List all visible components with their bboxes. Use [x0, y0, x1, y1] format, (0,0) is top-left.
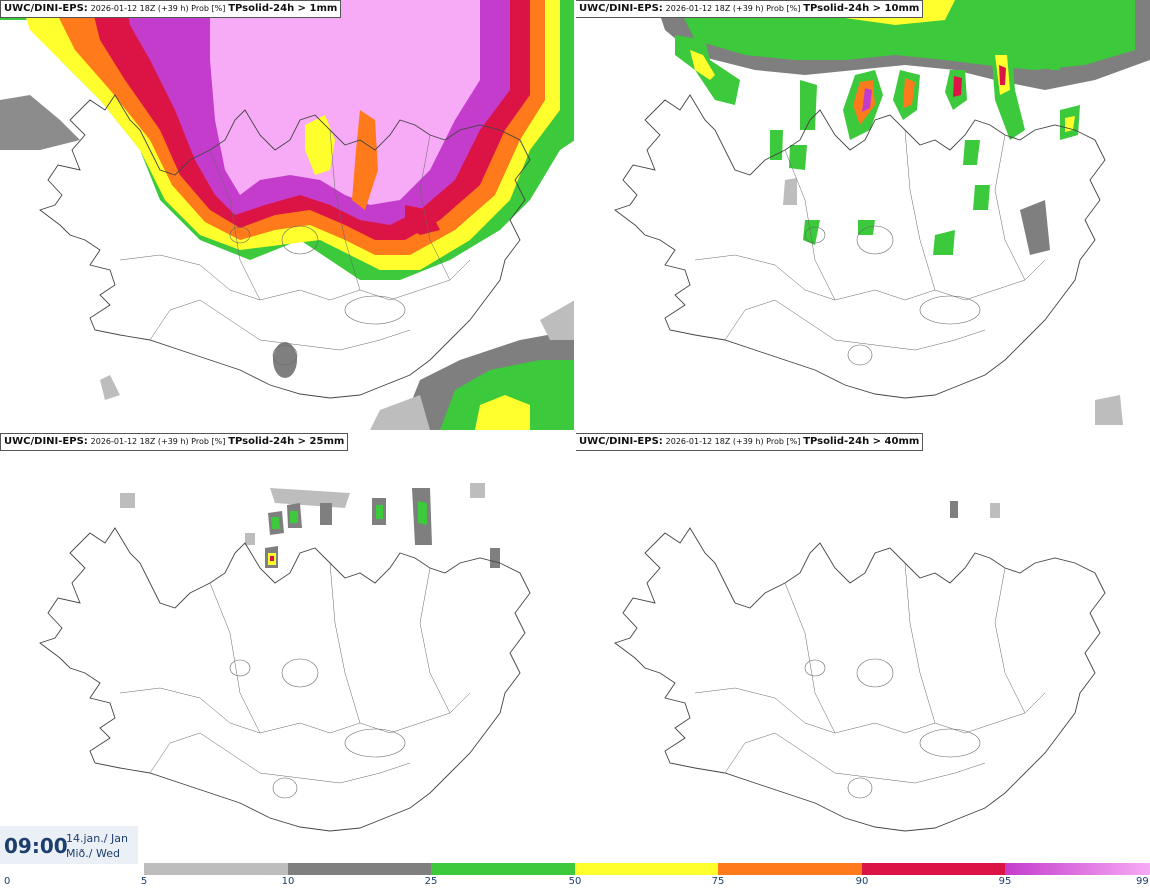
panel-divider [574, 0, 576, 862]
model-name: UWC/DINI-EPS: [4, 436, 88, 447]
legend-swatch-10-25 [288, 863, 431, 875]
run-info: 2026-01-12 18Z (+39 h) Prob [%] [90, 437, 226, 446]
variable-threshold: TPsolid-24h > 25mm [228, 436, 345, 447]
map-panel-10mm: UWC/DINI-EPS: 2026-01-12 18Z (+39 h) Pro… [575, 0, 1150, 430]
valid-date-line2: Mið./ Wed [66, 847, 120, 860]
run-info: 2026-01-12 18Z (+39 h) Prob [%] [90, 4, 226, 13]
legend-colorbar [144, 863, 1150, 875]
map-25mm [0, 433, 575, 863]
legend-swatch-5-10 [144, 863, 288, 875]
legend-tick: 75 [711, 876, 725, 887]
variable-threshold: TPsolid-24h > 40mm [803, 436, 920, 447]
legend-swatch-25-50 [431, 863, 575, 875]
panel-title: UWC/DINI-EPS: 2026-01-12 18Z (+39 h) Pro… [575, 433, 924, 451]
panel-title: UWC/DINI-EPS: 2026-01-12 18Z (+39 h) Pro… [0, 0, 342, 18]
variable-threshold: TPsolid-24h > 10mm [803, 3, 920, 14]
legend-swatch-95-99 [1005, 863, 1150, 875]
legend-tick: 95 [998, 876, 1012, 887]
panel-title: UWC/DINI-EPS: 2026-01-12 18Z (+39 h) Pro… [575, 0, 924, 18]
map-panel-25mm: UWC/DINI-EPS: 2026-01-12 18Z (+39 h) Pro… [0, 433, 575, 863]
variable-threshold: TPsolid-24h > 1mm [228, 3, 338, 14]
legend-tick: 99 [1136, 876, 1149, 887]
map-10mm [575, 0, 1150, 430]
model-name: UWC/DINI-EPS: [579, 3, 663, 14]
run-info: 2026-01-12 18Z (+39 h) Prob [%] [665, 4, 801, 13]
model-name: UWC/DINI-EPS: [4, 3, 88, 14]
panel-title: UWC/DINI-EPS: 2026-01-12 18Z (+39 h) Pro… [0, 433, 349, 451]
map-panel-40mm: UWC/DINI-EPS: 2026-01-12 18Z (+39 h) Pro… [575, 433, 1150, 863]
legend-swatch-75-90 [718, 863, 862, 875]
valid-date-line1: 14.jan./ Jan [66, 832, 128, 845]
map-40mm [575, 433, 1150, 863]
legend-swatch-90-95 [862, 863, 1005, 875]
valid-time-box: 09:00 14.jan./ Jan Mið./ Wed [0, 826, 138, 864]
map-1mm [0, 0, 575, 430]
model-name: UWC/DINI-EPS: [579, 436, 663, 447]
legend-tick: 50 [568, 876, 582, 887]
legend-tick: 5 [140, 876, 148, 887]
map-panel-1mm: UWC/DINI-EPS: 2026-01-12 18Z (+39 h) Pro… [0, 0, 575, 430]
legend-tick: 10 [281, 876, 295, 887]
run-info: 2026-01-12 18Z (+39 h) Prob [%] [665, 437, 801, 446]
legend-tick: 90 [855, 876, 869, 887]
legend-tick: 0 [4, 876, 11, 887]
legend-swatch-50-75 [575, 863, 718, 875]
legend-tick: 25 [424, 876, 438, 887]
valid-time: 09:00 [4, 834, 68, 858]
